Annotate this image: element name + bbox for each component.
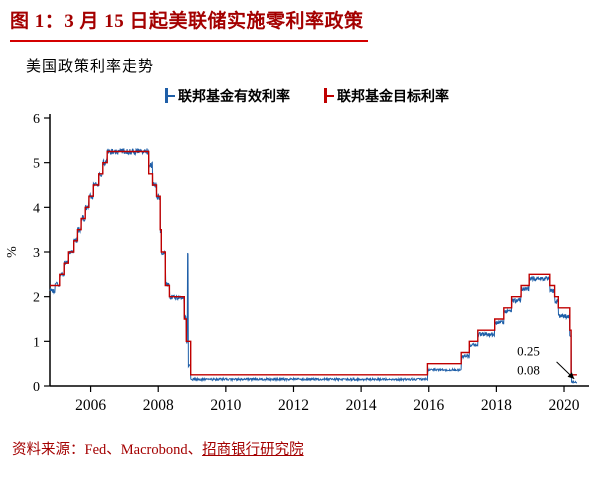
rate-line-chart: 0 1 2 3 4 5 6 2006 2008 2010 2012 2014 2016 2018 2020%…	[5, 112, 589, 414]
svg-text:0: 0	[33, 380, 40, 395]
svg-text:0.25: 0.25	[517, 343, 540, 358]
svg-text:0.08: 0.08	[517, 362, 540, 377]
svg-text:5: 5	[33, 156, 40, 171]
red-line-marker-icon	[320, 88, 334, 104]
svg-text:2016: 2016	[413, 397, 444, 414]
svg-text:2020: 2020	[549, 397, 580, 414]
legend-item-effective-rate: 联邦基金有效利率	[161, 86, 290, 106]
source-link[interactable]: 招商银行研究院	[202, 441, 304, 458]
svg-text:2: 2	[33, 290, 40, 305]
legend-label-target-rate: 联邦基金目标利率	[337, 89, 449, 105]
chart-legend: 联邦基金有效利率 联邦基金目标利率	[0, 86, 610, 106]
svg-text:2012: 2012	[278, 397, 309, 414]
svg-text:%: %	[5, 246, 20, 258]
source-note: 资料来源：Fed、Macrobond、招商银行研究院	[12, 438, 610, 459]
svg-text:2018: 2018	[481, 397, 512, 414]
svg-text:1: 1	[33, 335, 40, 350]
svg-text:2010: 2010	[210, 397, 241, 414]
svg-text:4: 4	[33, 201, 40, 216]
svg-text:2008: 2008	[143, 397, 174, 414]
figure-title: 图 1：3 月 15 日起美联储实施零利率政策	[10, 10, 368, 42]
legend-label-effective-rate: 联邦基金有效利率	[178, 89, 290, 105]
chart-subtitle: 美国政策利率走势	[26, 58, 155, 75]
svg-text:2006: 2006	[75, 397, 106, 414]
svg-text:3: 3	[33, 246, 40, 261]
legend-item-target-rate: 联邦基金目标利率	[320, 86, 449, 106]
svg-text:2014: 2014	[346, 397, 377, 414]
blue-line-marker-icon	[161, 88, 175, 104]
source-text: 资料来源：Fed、Macrobond、	[12, 441, 203, 458]
svg-text:6: 6	[33, 112, 40, 127]
